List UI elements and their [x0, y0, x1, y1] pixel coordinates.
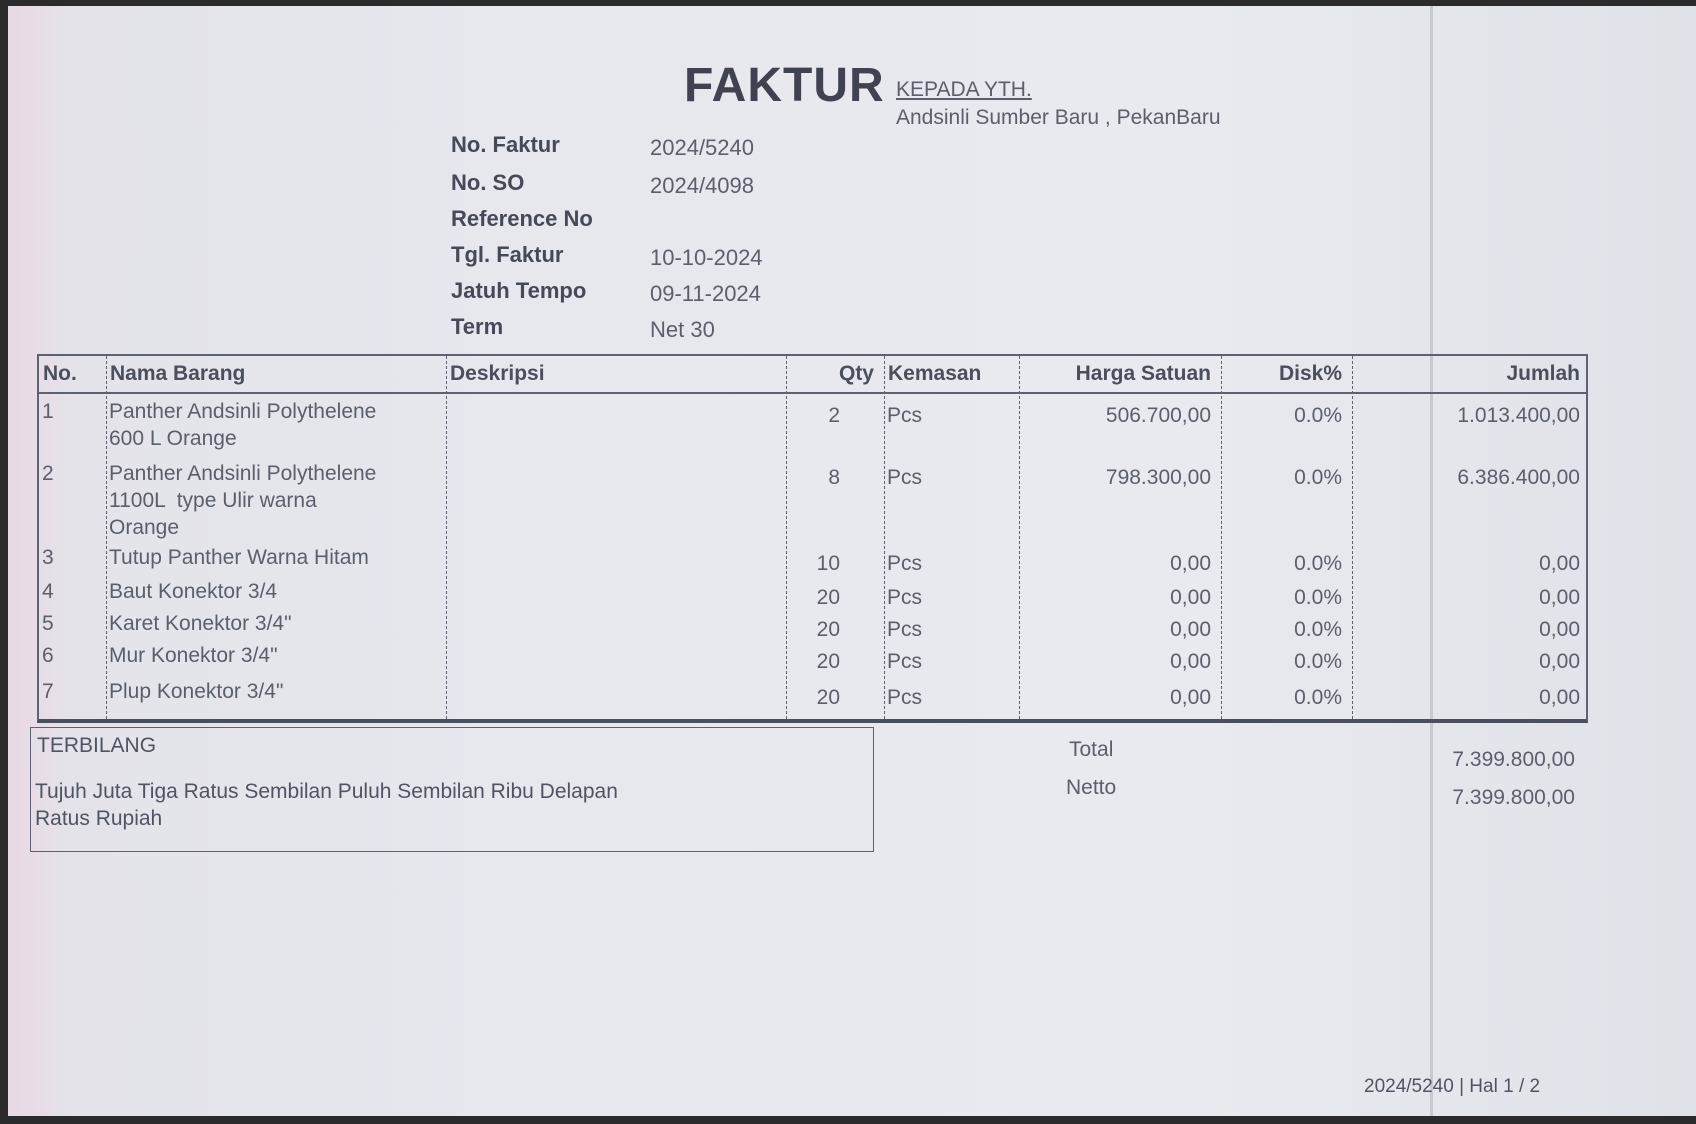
cell-price: 0,00 [1170, 552, 1211, 575]
cell-no: 1 [42, 400, 54, 423]
cell-total: 0,00 [1539, 686, 1580, 709]
field-label: No. SO [451, 170, 525, 195]
cell-price: 798.300,00 [1105, 466, 1211, 489]
cell-name: Tutup Panther Warna Hitam [109, 546, 369, 569]
column-divider [786, 356, 787, 719]
field-value: 2024/4098 [650, 173, 754, 198]
field-label: Reference No [451, 206, 593, 231]
cell-price: 0,00 [1170, 686, 1211, 709]
cell-no: 5 [42, 612, 54, 635]
field-value: 10-10-2024 [650, 245, 763, 270]
cell-total: 0,00 [1539, 552, 1580, 575]
total-label: Total [1069, 738, 1114, 761]
cell-no: 7 [42, 680, 54, 703]
cell-qty: 2 [828, 404, 840, 427]
cell-unit: Pcs [887, 650, 923, 673]
cell-price: 506.700,00 [1105, 404, 1211, 427]
column-header: Deskripsi [450, 362, 545, 385]
field-value: 09-11-2024 [650, 281, 761, 306]
cell-disc: 0.0% [1294, 686, 1342, 709]
cell-name: Plup Konektor 3/4" [109, 680, 284, 703]
cell-qty: 8 [828, 466, 840, 489]
total-value: 7.399.800,00 [1452, 748, 1575, 771]
header-divider [39, 392, 1586, 394]
cell-total: 0,00 [1539, 586, 1580, 609]
cell-qty: 20 [816, 650, 840, 673]
cell-total: 1.013.400,00 [1457, 404, 1580, 427]
column-header: Disk% [1278, 362, 1342, 385]
terbilang-label: TERBILANG [37, 734, 157, 757]
netto-label: Netto [1066, 776, 1117, 799]
field-value: Net 30 [650, 317, 715, 342]
column-divider [446, 356, 447, 719]
cell-disc: 0.0% [1294, 466, 1342, 489]
cell-disc: 0.0% [1294, 586, 1342, 609]
recipient-label: KEPADA YTH. [896, 78, 1032, 101]
cell-name: Baut Konektor 3/4 [109, 580, 278, 603]
column-header: Harga Satuan [1075, 362, 1211, 385]
cell-qty: 20 [816, 618, 840, 641]
column-header: Nama Barang [110, 362, 246, 385]
cell-name: Panther Andsinli Polythelene 600 L Orang… [109, 400, 377, 450]
items-table: No. Nama Barang Deskripsi Qty Kemasan Harga S… [37, 354, 1588, 723]
column-header: No. [43, 362, 77, 385]
cell-unit: Pcs [887, 552, 923, 575]
cell-qty: 20 [816, 586, 840, 609]
cell-no: 3 [42, 546, 54, 569]
column-divider [1221, 356, 1222, 719]
cell-total: 0,00 [1539, 650, 1580, 673]
cell-name: Mur Konektor 3/4" [109, 644, 278, 667]
invoice-paper [8, 6, 1696, 1116]
cell-unit: Pcs [887, 686, 923, 709]
column-divider [106, 356, 107, 719]
cell-total: 0,00 [1539, 618, 1580, 641]
column-divider [1019, 356, 1020, 719]
terbilang-text: Tujuh Juta Tiga Ratus Sembilan Puluh Sem… [35, 780, 618, 830]
cell-disc: 0.0% [1294, 552, 1342, 575]
cell-disc: 0.0% [1294, 404, 1342, 427]
cell-no: 2 [42, 462, 54, 485]
column-header: Qty [838, 362, 874, 385]
cell-name: Karet Konektor 3/4" [109, 612, 292, 635]
field-value: 2024/5240 [650, 135, 754, 160]
netto-value: 7.399.800,00 [1452, 786, 1575, 809]
recipient-name: Andsinli Sumber Baru , PekanBaru [896, 106, 1221, 129]
column-divider [1352, 356, 1353, 719]
cell-price: 0,00 [1170, 650, 1211, 673]
cell-unit: Pcs [887, 466, 923, 489]
paper-crease [1430, 6, 1433, 1116]
cell-qty: 10 [816, 552, 840, 575]
column-divider [884, 356, 885, 719]
cell-unit: Pcs [887, 404, 923, 427]
cell-disc: 0.0% [1294, 650, 1342, 673]
cell-total: 6.386.400,00 [1457, 466, 1580, 489]
cell-price: 0,00 [1170, 586, 1211, 609]
column-header: Kemasan [888, 362, 982, 385]
terbilang-box: TERBILANG Tujuh Juta Tiga Ratus Sembilan… [30, 727, 874, 852]
cell-no: 4 [42, 580, 54, 603]
cell-qty: 20 [816, 686, 840, 709]
field-label: Term [451, 314, 504, 339]
field-label: Jatuh Tempo [451, 278, 587, 303]
field-label: No. Faktur [451, 132, 560, 157]
cell-unit: Pcs [887, 618, 923, 641]
cell-unit: Pcs [887, 586, 923, 609]
cell-price: 0,00 [1170, 618, 1211, 641]
cell-disc: 0.0% [1294, 618, 1342, 641]
page-footer: 2024/5240 | Hal 1 / 2 [1364, 1076, 1541, 1097]
column-header: Jumlah [1506, 362, 1580, 385]
document-title: FAKTUR [684, 59, 885, 112]
field-label: Tgl. Faktur [451, 242, 564, 267]
cell-name: Panther Andsinli Polythelene 1100L type … [109, 462, 377, 539]
cell-no: 6 [42, 644, 54, 667]
